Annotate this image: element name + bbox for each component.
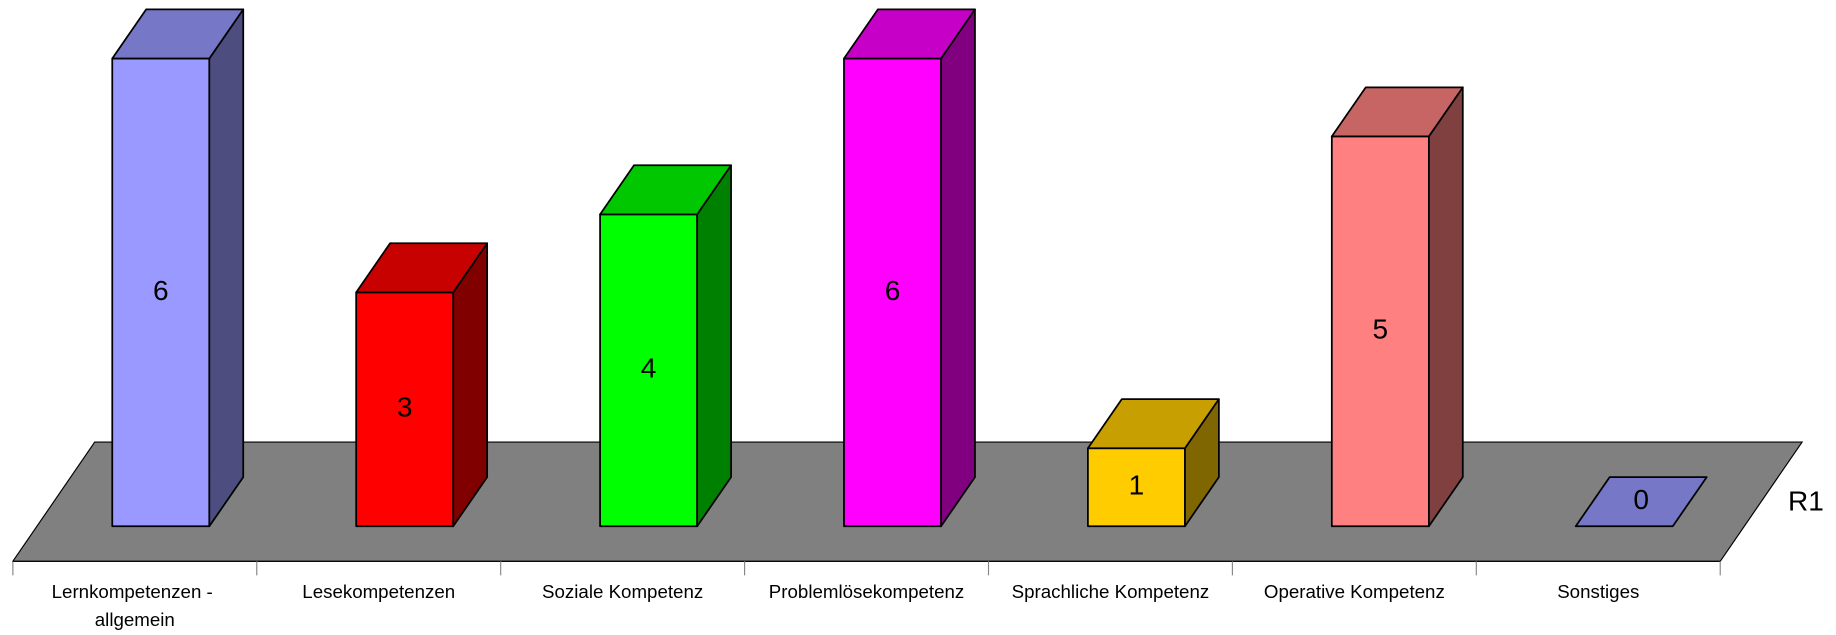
value-label: 6 <box>885 275 901 306</box>
bar <box>843 8 976 528</box>
bar-top <box>599 164 732 216</box>
x-tick-label: Operative Kompetenz <box>1264 581 1445 602</box>
x-tick-label: Lesekompetenzen <box>302 581 455 602</box>
legend-label: R1 <box>1788 485 1824 516</box>
bar-front <box>1330 135 1430 528</box>
bar-side <box>696 164 732 528</box>
bar-top <box>355 242 489 294</box>
bar <box>1087 398 1220 528</box>
value-label: 0 <box>1633 484 1649 515</box>
bar-side <box>208 8 245 528</box>
value-label: 1 <box>1129 470 1145 501</box>
x-tick-label: Lernkompetenzen - allgemein <box>52 581 218 630</box>
x-tick-label: Problemlösekompetenz <box>769 581 964 602</box>
bar-top <box>843 8 976 60</box>
value-label: 3 <box>397 392 413 423</box>
bar <box>1330 86 1464 528</box>
bar-top <box>1330 86 1464 138</box>
bar-top <box>1087 398 1220 450</box>
bar-side <box>1427 86 1464 528</box>
x-tick-label: Soziale Kompetenz <box>542 581 703 602</box>
bar-front <box>355 291 455 528</box>
value-label: 6 <box>153 275 169 306</box>
bar-front <box>111 57 211 528</box>
bar <box>599 164 732 528</box>
bar <box>1574 476 1708 528</box>
value-label: 4 <box>641 353 657 384</box>
x-tick-label: Sonstiges <box>1557 581 1639 602</box>
bar <box>355 242 489 528</box>
bar-top <box>111 8 245 60</box>
bar-side <box>940 8 976 528</box>
bar <box>111 8 245 528</box>
bar-front <box>599 213 699 528</box>
x-tick-label: Sprachliche Kompetenz <box>1012 581 1210 602</box>
bar-top <box>1574 476 1708 528</box>
value-label: 5 <box>1373 314 1389 345</box>
